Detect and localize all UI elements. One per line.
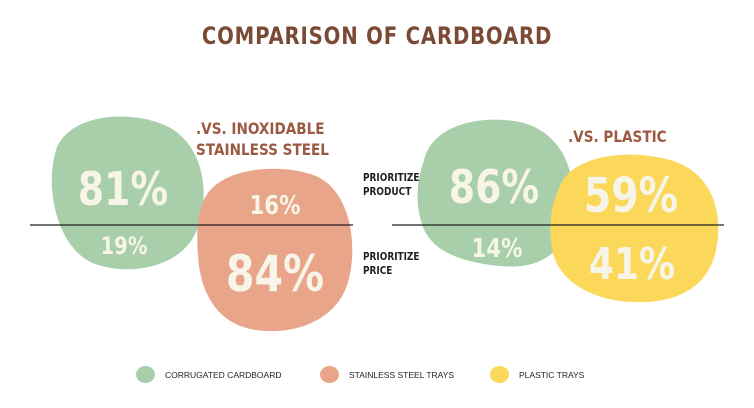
- row-label-line: PRODUCT: [363, 186, 412, 198]
- legend-swatch-plastic: [490, 366, 509, 383]
- subtitle-line-2: STAINLESS STEEL: [196, 140, 329, 159]
- legend-swatch-stainless: [320, 366, 339, 383]
- subtitle-line-1: .VS. INOXIDABLE: [196, 119, 325, 138]
- plastic-product-label: 59%: [584, 168, 678, 224]
- cardboard-bubble-right: [417, 119, 574, 267]
- stainless-product-label: 16%: [249, 190, 300, 221]
- panel-subtitle-stainless: .VS. INOXIDABLE STAINLESS STEEL: [196, 118, 329, 160]
- row-label-prioritize-product: PRIORITIZE PRODUCT: [363, 171, 419, 199]
- row-label-prioritize-price: PRIORITIZE PRICE: [363, 250, 419, 278]
- subtitle-line-1: .VS. PLASTIC: [568, 127, 667, 146]
- legend-item-cardboard: CORRUGATED CARDBOARD: [136, 366, 282, 383]
- legend-item-stainless: STAINLESS STEEL TRAYS: [320, 366, 454, 383]
- stainless-price-label: 84%: [226, 245, 324, 303]
- cardboard-left-price-label: 19%: [100, 233, 147, 260]
- panel-subtitle-plastic: .VS. PLASTIC: [568, 126, 667, 147]
- row-label-line: PRIORITIZE: [363, 172, 420, 184]
- cardboard-right-product-label: 86%: [449, 160, 539, 214]
- plastic-price-label: 41%: [589, 240, 675, 290]
- legend-item-plastic: PLASTIC TRAYS: [490, 366, 584, 383]
- stainless-steel-bubble: [197, 168, 353, 332]
- plastic-bubble: [550, 154, 719, 303]
- legend-label: CORRUGATED CARDBOARD: [165, 369, 282, 380]
- cardboard-left-product-label: 81%: [78, 162, 168, 216]
- legend-swatch-cardboard: [136, 366, 155, 383]
- row-label-line: PRIORITIZE: [363, 251, 420, 263]
- row-label-line: PRICE: [363, 265, 393, 277]
- legend-label: PLASTIC TRAYS: [519, 369, 585, 380]
- chart-title: COMPARISON OF CARDBOARD: [201, 22, 553, 50]
- cardboard-bubble-left: [51, 116, 204, 270]
- cardboard-right-price-label: 14%: [471, 233, 522, 264]
- legend-label: STAINLESS STEEL TRAYS: [349, 369, 455, 380]
